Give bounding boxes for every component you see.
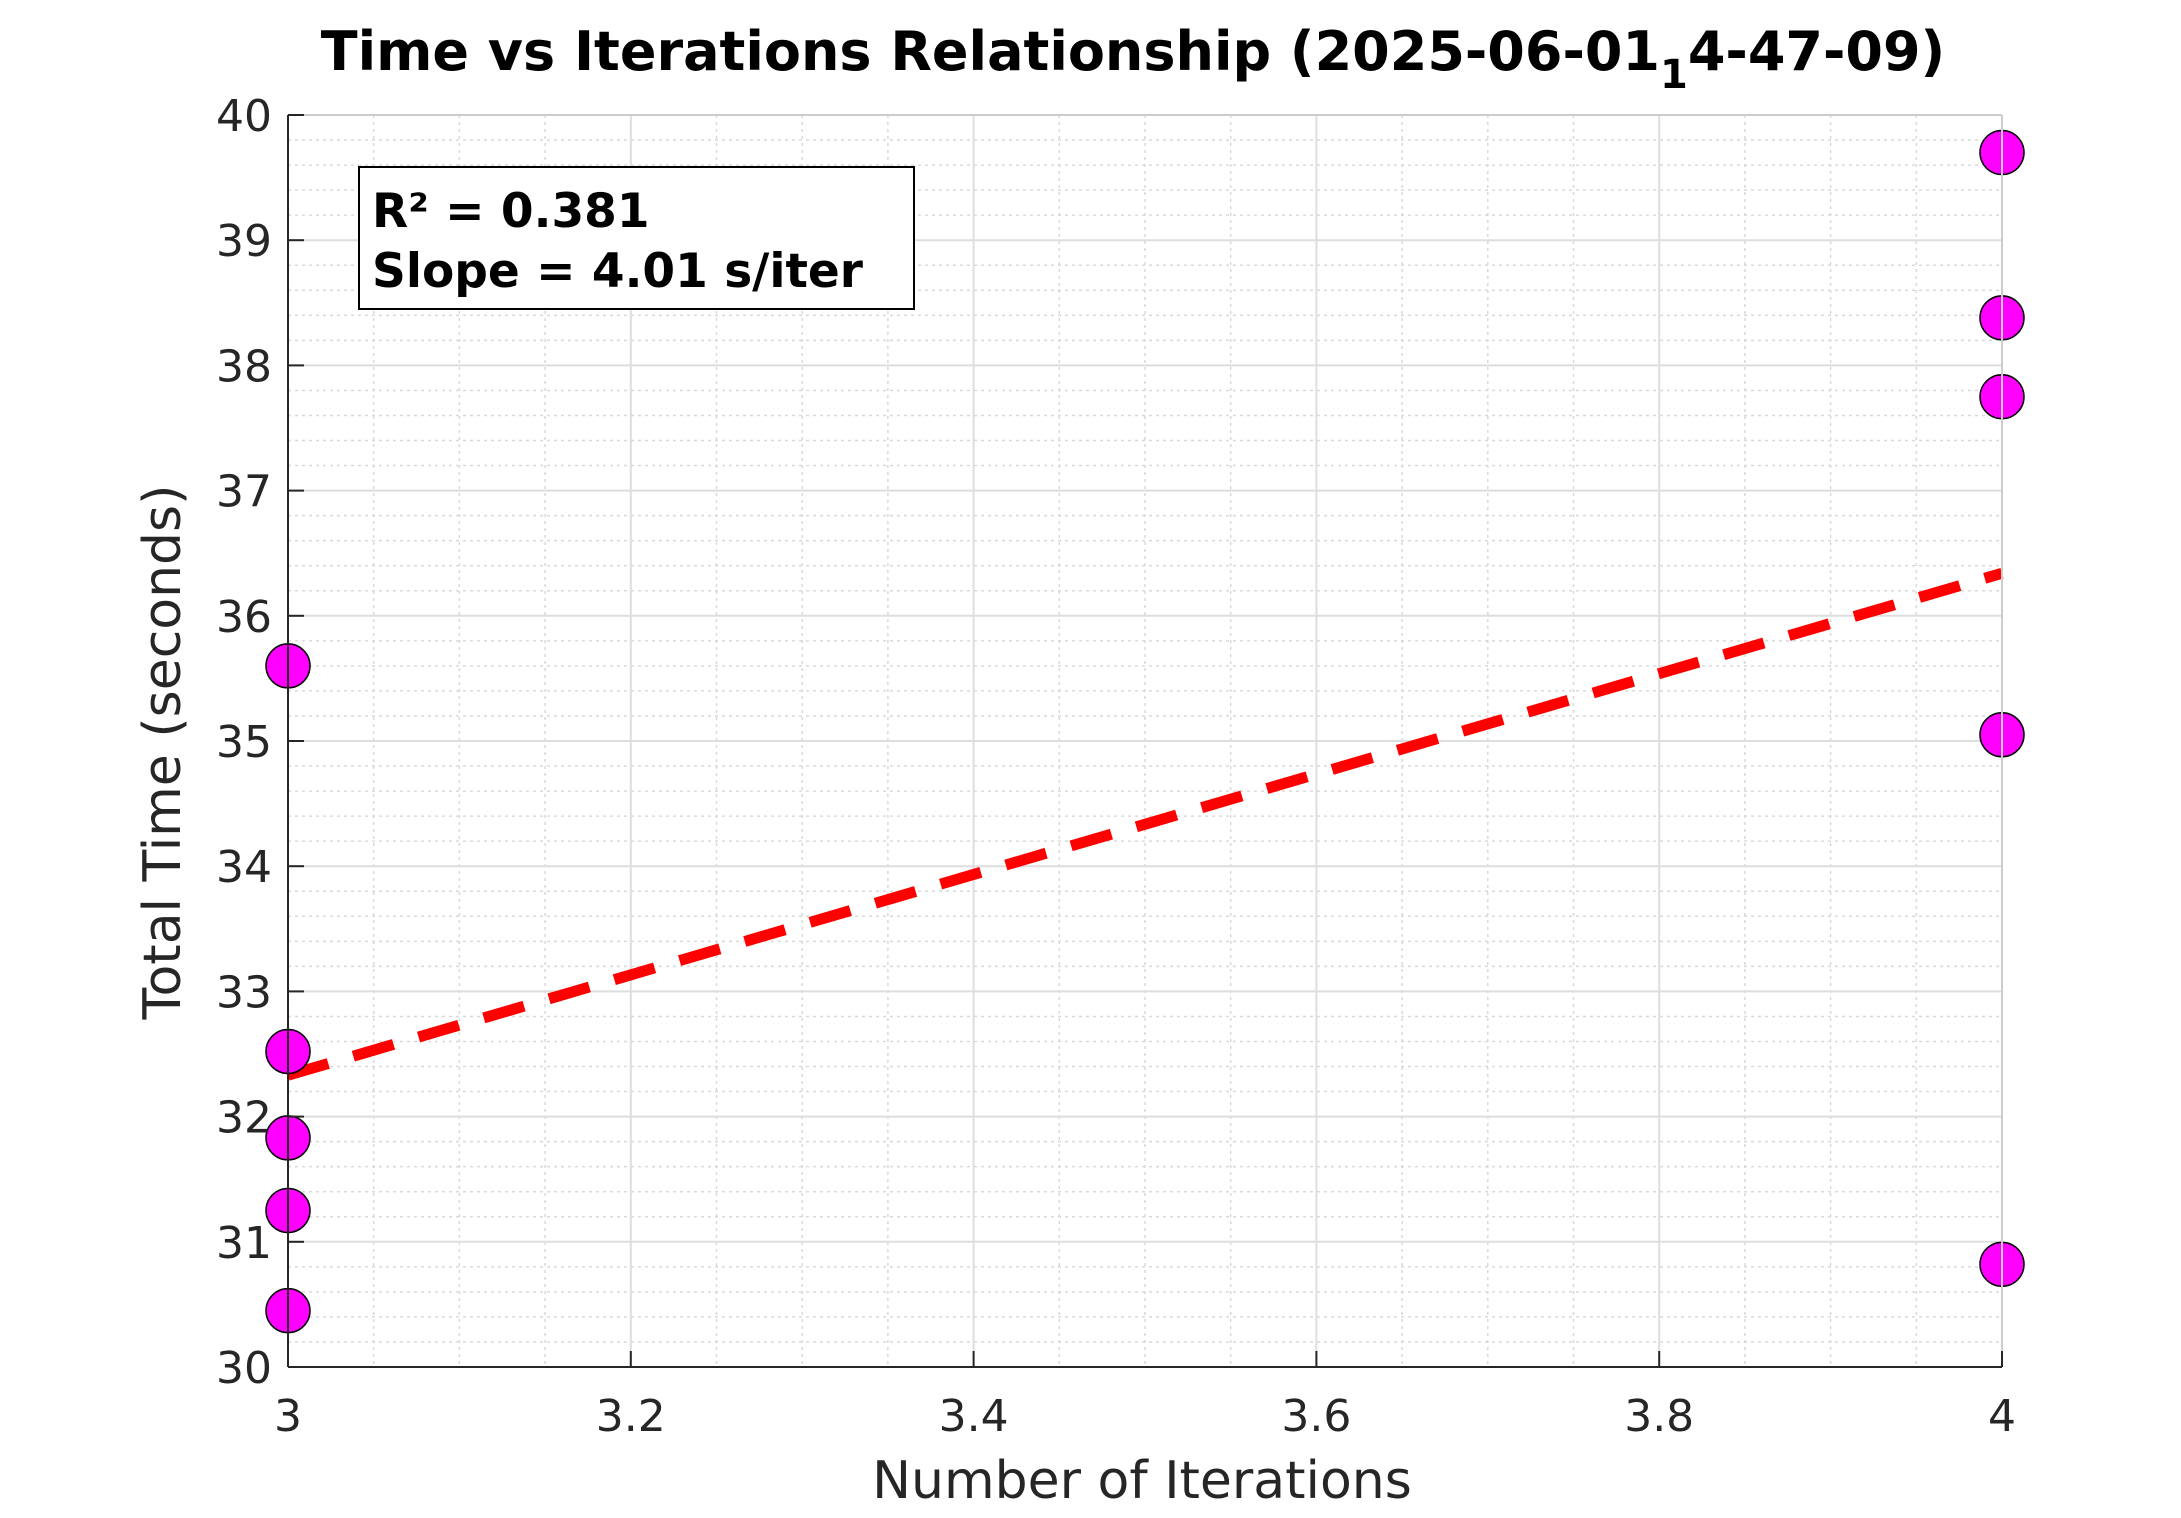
tick-labels: 3 3.2 3.4 3.6 3.8 4 30 31 32 33 34 35 36 37 38 39 40 [216,91,2016,1442]
x-tick-label: 3.8 [1624,1391,1694,1442]
y-tick-label: 33 [216,967,272,1018]
x-tick-label: 3.6 [1281,1391,1351,1442]
chart-title-subscript: 1 [1660,52,1688,98]
y-tick-label: 32 [216,1093,272,1144]
y-tick-label: 34 [216,842,272,893]
annotation-box: R² = 0.381 Slope = 4.01 s/iter [358,166,915,310]
annotation-r-squared: R² = 0.381 [372,184,650,239]
minor-grid [288,115,2002,1367]
x-tick-label: 3.4 [939,1391,1009,1442]
y-axis-label: Total Time (seconds) [133,485,193,1021]
fit-line [286,567,2004,1081]
chart-title: Time vs Iterations Relationship (2025-06… [321,20,1945,98]
axes [287,114,2003,1368]
y-tick-label: 31 [216,1218,272,1269]
x-tick-label: 4 [1988,1391,2016,1442]
y-tick-label: 40 [216,91,272,142]
annotation-slope: Slope = 4.01 s/iter [372,244,864,299]
fit-line-layer [286,567,2004,1081]
y-tick-label: 37 [216,467,272,518]
x-axis-label: Number of Iterations [872,1451,1412,1511]
y-tick-label: 39 [216,216,272,267]
y-tick-label: 35 [216,717,272,768]
x-tick-label: 3.2 [596,1391,666,1442]
y-tick-label: 38 [216,341,272,392]
x-tick-label: 3 [274,1391,302,1442]
y-tick-label: 36 [216,592,272,643]
y-tick-label: 30 [216,1343,272,1394]
